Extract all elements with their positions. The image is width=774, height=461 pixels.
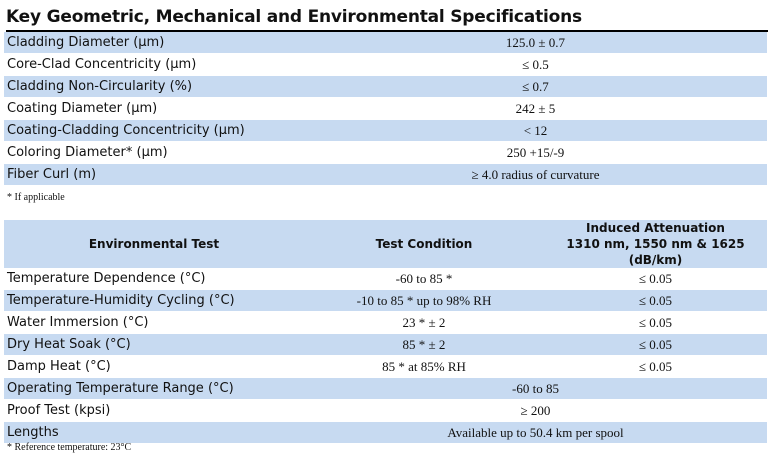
- env-test-label: Water Immersion (°C): [4, 311, 304, 334]
- table-row: Coloring Diameter* (µm) 250 +15/-9: [4, 141, 767, 164]
- table-row: Dry Heat Soak (°C) 85 * ± 2 ≤ 0.05: [4, 333, 767, 356]
- env-test-condition: 23 * ± 2: [304, 311, 544, 334]
- spec-label: Coloring Diameter* (µm): [4, 141, 304, 164]
- spec-label: Coating Diameter (µm): [4, 97, 304, 120]
- table-row: Lengths Available up to 50.4 km per spoo…: [4, 421, 767, 444]
- env-test-label: Dry Heat Soak (°C): [4, 333, 304, 356]
- spec-value: -60 to 85: [304, 377, 767, 400]
- table-row: Cladding Diameter (µm) 125.0 ± 0.7: [4, 32, 767, 54]
- env-test-attenuation: ≤ 0.05: [544, 289, 767, 312]
- spec-value: Available up to 50.4 km per spool: [304, 421, 767, 444]
- spec-label: Cladding Non-Circularity (%): [4, 75, 304, 98]
- spec-value: 125.0 ± 0.7: [304, 32, 767, 54]
- table-row: Temperature Dependence (°C) -60 to 85 * …: [4, 268, 767, 290]
- env-test-attenuation: ≤ 0.05: [544, 311, 767, 334]
- spec-value: 242 ± 5: [304, 97, 767, 120]
- env-test-attenuation: ≤ 0.05: [544, 268, 767, 290]
- env-test-condition: 85 * ± 2: [304, 333, 544, 356]
- env-test-attenuation: ≤ 0.05: [544, 355, 767, 378]
- spec-label: Fiber Curl (m): [4, 163, 304, 186]
- spec-value: ≥ 200: [304, 399, 767, 422]
- table-row: Coating Diameter (µm) 242 ± 5: [4, 97, 767, 120]
- table-row: Temperature-Humidity Cycling (°C) -10 to…: [4, 289, 767, 312]
- table-row: Fiber Curl (m) ≥ 4.0 radius of curvature: [4, 163, 767, 186]
- env-test-attenuation: ≤ 0.05: [544, 333, 767, 356]
- spec-label: Proof Test (kpsi): [4, 399, 304, 422]
- environmental-test-table: Environmental Test Test Condition Induce…: [4, 220, 767, 444]
- spec-value: ≤ 0.7: [304, 75, 767, 98]
- env-test-condition: 85 * at 85% RH: [304, 355, 544, 378]
- env-test-label: Damp Heat (°C): [4, 355, 304, 378]
- spec-value: < 12: [304, 119, 767, 142]
- table-row: Water Immersion (°C) 23 * ± 2 ≤ 0.05: [4, 311, 767, 334]
- column-header-test-condition: Test Condition: [304, 220, 544, 268]
- env-test-condition: -60 to 85 *: [304, 268, 544, 290]
- spec-value: 250 +15/-9: [304, 141, 767, 164]
- spec-label: Lengths: [4, 421, 304, 444]
- table-row: Operating Temperature Range (°C) -60 to …: [4, 377, 767, 400]
- table-row: Proof Test (kpsi) ≥ 200: [4, 399, 767, 422]
- spec-value: ≥ 4.0 radius of curvature: [304, 163, 767, 186]
- section-title: Key Geometric, Mechanical and Environmen…: [6, 4, 768, 32]
- env-test-label: Temperature Dependence (°C): [4, 268, 304, 290]
- table-row: Coating-Cladding Concentricity (µm) < 12: [4, 119, 767, 142]
- env-test-condition: -10 to 85 * up to 98% RH: [304, 289, 544, 312]
- footnote-if-applicable: * If applicable: [7, 192, 65, 203]
- spec-label: Core-Clad Concentricity (µm): [4, 53, 304, 76]
- attenuation-header-line2: 1310 nm, 1550 nm & 1625 (dB/km): [566, 237, 745, 267]
- spec-label: Operating Temperature Range (°C): [4, 377, 304, 400]
- table-header-row: Environmental Test Test Condition Induce…: [4, 220, 767, 268]
- attenuation-header-line1: Induced Attenuation: [586, 221, 725, 235]
- env-test-label: Temperature-Humidity Cycling (°C): [4, 289, 304, 312]
- table-row: Core-Clad Concentricity (µm) ≤ 0.5: [4, 53, 767, 76]
- geometric-spec-table: Cladding Diameter (µm) 125.0 ± 0.7 Core-…: [4, 32, 767, 186]
- column-header-induced-attenuation: Induced Attenuation 1310 nm, 1550 nm & 1…: [544, 220, 767, 268]
- spec-value: ≤ 0.5: [304, 53, 767, 76]
- footnote-reference-temperature: * Reference temperature: 23°C: [7, 442, 132, 453]
- table-row: Damp Heat (°C) 85 * at 85% RH ≤ 0.05: [4, 355, 767, 378]
- column-header-environmental-test: Environmental Test: [4, 220, 304, 268]
- spec-label: Coating-Cladding Concentricity (µm): [4, 119, 304, 142]
- table-row: Cladding Non-Circularity (%) ≤ 0.7: [4, 75, 767, 98]
- spec-label: Cladding Diameter (µm): [4, 32, 304, 54]
